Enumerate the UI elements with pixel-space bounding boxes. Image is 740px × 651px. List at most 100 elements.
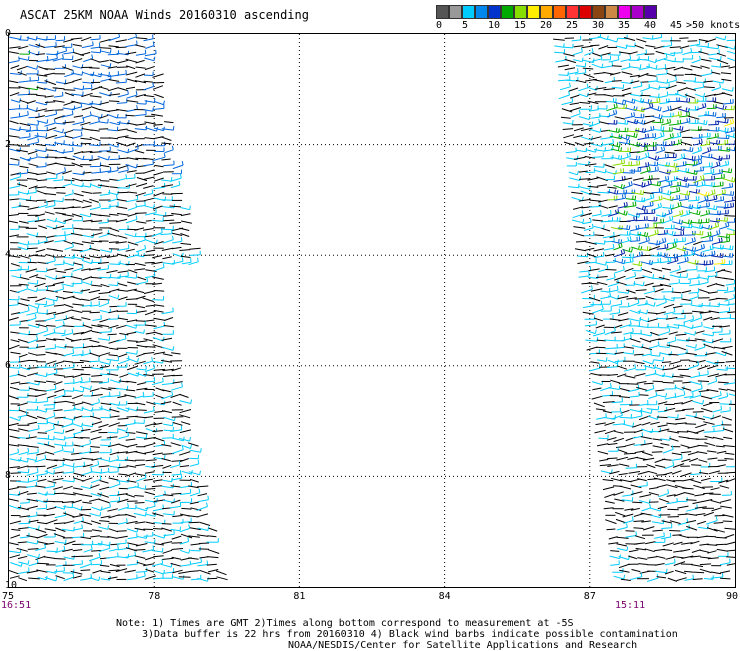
wind-barb [136,321,145,322]
wind-barb [604,494,614,498]
wind-barb [89,142,100,146]
wind-barb [117,200,127,202]
wind-barb [677,257,688,264]
wind-barb [9,235,19,237]
wind-barb [128,203,137,210]
wind-barb [100,181,109,182]
wind-barb [82,281,92,285]
wind-barb [10,113,19,118]
wind-barb [581,136,593,140]
wind-barb [38,542,49,544]
wind-barb [647,406,659,410]
wind-barb [657,64,666,69]
wind-barb [163,495,173,496]
wind-barb [46,257,55,264]
wind-barb [697,536,708,538]
wind-barb [614,176,626,182]
wind-barb [118,356,129,364]
wind-barb [607,38,617,42]
wind-barb [99,87,109,90]
wind-barb [82,338,91,340]
wind-barb [621,579,631,580]
wind-barb [657,485,667,487]
wind-barb [89,68,100,69]
wind-barb [590,128,601,132]
wind-barb [635,299,646,300]
wind-barb [648,471,657,473]
wind-barb [11,352,21,354]
wind-barb [153,480,163,482]
wind-barb [110,497,119,502]
wind-barb [54,442,66,446]
wind-barb [670,195,679,200]
wind-barb [137,383,146,385]
wind-barb [29,559,39,566]
wind-barb [593,329,605,336]
wind-barb [658,489,668,496]
wind-barb [568,184,579,188]
wind-barb [72,459,82,460]
wind-barb [672,471,682,474]
wind-barb [570,103,579,105]
wind-barb [107,509,117,512]
wind-barb [682,48,691,55]
wind-barb [659,324,668,328]
latitude-label: 4 [5,249,11,260]
wind-barb [26,437,37,439]
wind-barb [682,459,691,462]
wind-barb [717,451,726,453]
wind-barb [101,571,111,573]
wind-barb [19,255,30,258]
wind-barb [56,277,65,278]
wind-barb [181,482,192,488]
wind-barb [677,347,686,350]
wind-barb [144,81,153,82]
wind-barb [9,301,18,306]
wind-barb [81,537,92,539]
wind-barb [606,98,616,102]
wind-barb [638,400,648,405]
wind-barb [672,292,681,293]
wind-barb [188,516,199,517]
wind-barb [128,533,137,538]
wind-barb [72,395,83,399]
wind-barb [72,242,83,244]
wind-barb [162,465,171,468]
wind-barb [672,220,682,225]
wind-barb [662,459,672,460]
wind-barb [701,478,711,480]
wind-barb [584,48,593,55]
wind-barb [107,127,117,131]
wind-barb [589,364,600,371]
wind-barb [108,143,119,147]
wind-barb [135,45,145,47]
wind-barb [703,403,712,406]
wind-barb [625,112,635,118]
wind-barb [152,465,164,467]
wind-barb [63,349,73,356]
wind-barb [145,492,155,495]
wind-barb [80,574,91,580]
wind-barb [666,498,677,504]
wind-barb [595,430,606,433]
wind-barb [100,49,111,53]
wind-barb [634,543,645,544]
wind-barb [117,174,126,181]
wind-barb [136,432,148,434]
wind-barb [137,311,147,313]
wind-barb [109,529,118,532]
wind-barb [63,486,73,489]
wind-barb [573,48,582,55]
wind-barb [592,220,603,221]
wind-barb [117,539,126,544]
wind-barb [28,207,40,210]
wind-barb [72,250,84,251]
wind-barb [190,460,199,466]
wind-barb [126,439,136,440]
wind-barb [634,354,644,355]
wind-barb [81,570,91,571]
wind-barb [90,203,100,210]
wind-barb [171,257,183,264]
wind-barb [82,206,92,208]
wind-barb [109,80,119,82]
